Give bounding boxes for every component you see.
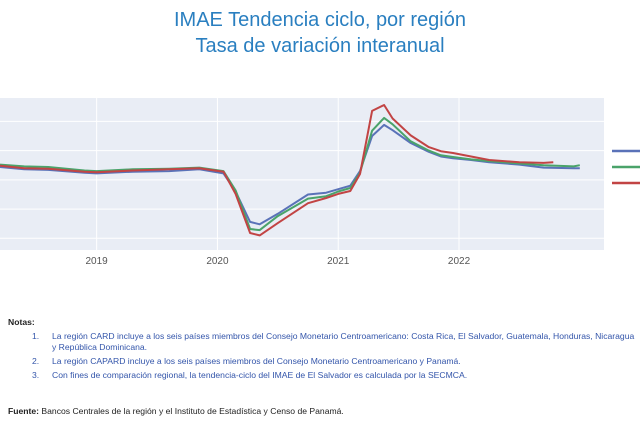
chart-title: IMAE Tendencia ciclo, por región [173,9,466,31]
note-number: 1. [32,331,40,341]
notes-section: Notas: 1. La región CARD incluye a los s… [8,317,638,384]
x-tick-label: 2019 [86,256,109,267]
series-line [0,104,554,237]
chart-subtitle: Tasa de variación interanual [195,35,445,57]
note-item: 1. La región CARD incluye a los seis paí… [32,331,638,353]
note-number: 2. [32,356,40,366]
note-text: La región CAPARD incluye a los seis país… [52,356,461,366]
source-line: Fuente: Bancos Centrales de la región y … [8,406,344,416]
x-tick-label: 2021 [327,256,350,267]
note-item: 3. Con fines de comparación regional, la… [32,370,638,381]
note-text: Con fines de comparación regional, la te… [52,370,468,380]
source-text: Bancos Centrales de la región y el Insti… [41,406,344,416]
note-item: 2. La región CAPARD incluye a los seis p… [32,356,638,367]
source-label: Fuente: [8,406,40,416]
note-text: La región CARD incluye a los seis países… [52,331,635,352]
note-number: 3. [32,370,40,380]
notes-heading: Notas: [8,317,35,327]
line-chart: 2019 2020 2021 2022 [0,98,640,267]
series-line [0,116,580,232]
x-tick-label: 2022 [448,256,471,267]
x-tick-label: 2020 [206,256,229,267]
